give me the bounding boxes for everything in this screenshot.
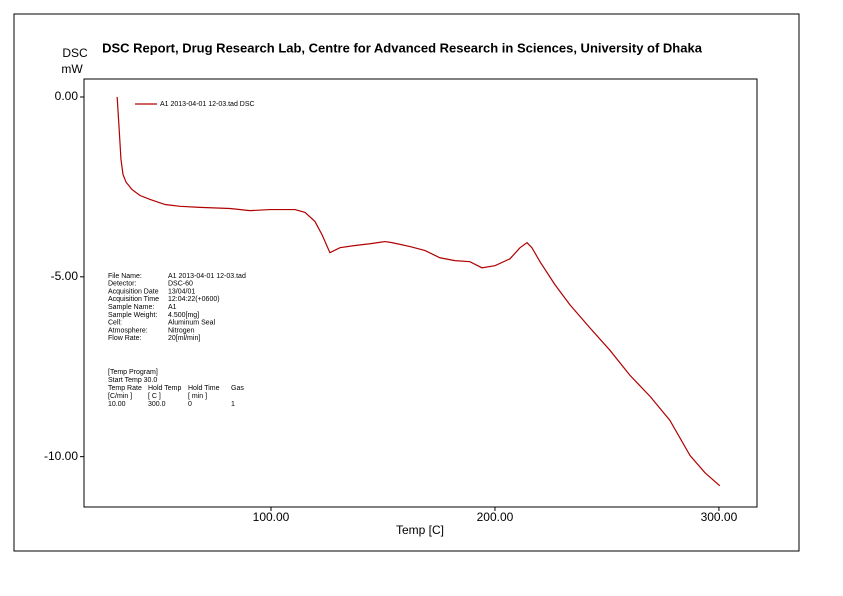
x-tick-label: 200.00 (477, 510, 514, 524)
x-axis-title: Temp [C] (396, 523, 444, 537)
temp-program-cell: 1 (231, 401, 235, 408)
info-value: 20[ml/min] (168, 335, 200, 342)
data-line (116, 96, 721, 487)
info-label: Flow Rate: (108, 335, 142, 342)
info-label: Sample Weight: (108, 312, 157, 319)
info-label: Acquisition Date (108, 288, 159, 295)
temp-program-cell: 300.0 (148, 401, 166, 408)
temp-program-unit: [C/min ] (108, 393, 132, 400)
frame (13, 13, 800, 552)
info-value: 4.500[mg] (168, 312, 199, 319)
info-value: A1 (168, 304, 177, 311)
temp-program-unit: [ min ] (188, 393, 207, 400)
info-value: 12:04:22(+0600) (168, 296, 220, 303)
info-label: File Name: (108, 273, 142, 280)
y-tick-label: -5.00 (51, 269, 79, 283)
y-axis-unit: mW (61, 62, 83, 76)
plot-area (83, 78, 758, 508)
info-label: Detector: (108, 281, 136, 288)
temp-program-title: [Temp Program] (108, 369, 158, 376)
temp-program-unit: [ C ] (148, 393, 161, 400)
info-label: Acquisition Time (108, 296, 159, 303)
chart-title: DSC Report, Drug Research Lab, Centre fo… (102, 40, 703, 55)
info-value: Nitrogen (168, 327, 195, 334)
info-value: A1 2013-04-01 12-03.tad (168, 273, 246, 280)
info-label: Atmosphere: (108, 327, 148, 334)
legend-label: A1 2013-04-01 12-03.tad DSC (160, 101, 255, 108)
temp-program-header: Temp Rate (108, 385, 142, 392)
x-tick-label: 300.00 (701, 510, 738, 524)
info-value: 13/04/01 (168, 288, 195, 295)
y-tick-label: 0.00 (55, 89, 79, 103)
temp-program-header: Gas (231, 385, 244, 392)
y-axis-title: DSC (62, 46, 88, 60)
info-value: DSC-60 (168, 281, 193, 288)
temp-program-cell: 10.00 (108, 401, 126, 408)
info-label: Sample Name: (108, 304, 154, 311)
temp-program-header: Hold Time (188, 385, 220, 392)
info-value: Aluminum Seal (168, 320, 216, 327)
temp-program-header: Hold Temp (148, 385, 181, 392)
y-tick-label: -10.00 (44, 449, 78, 463)
info-label: Cell: (108, 320, 122, 327)
x-tick-label: 100.00 (253, 510, 290, 524)
temp-program-cell: 0 (188, 401, 192, 408)
temp-program-start: Start Temp 30.0 (108, 377, 157, 384)
